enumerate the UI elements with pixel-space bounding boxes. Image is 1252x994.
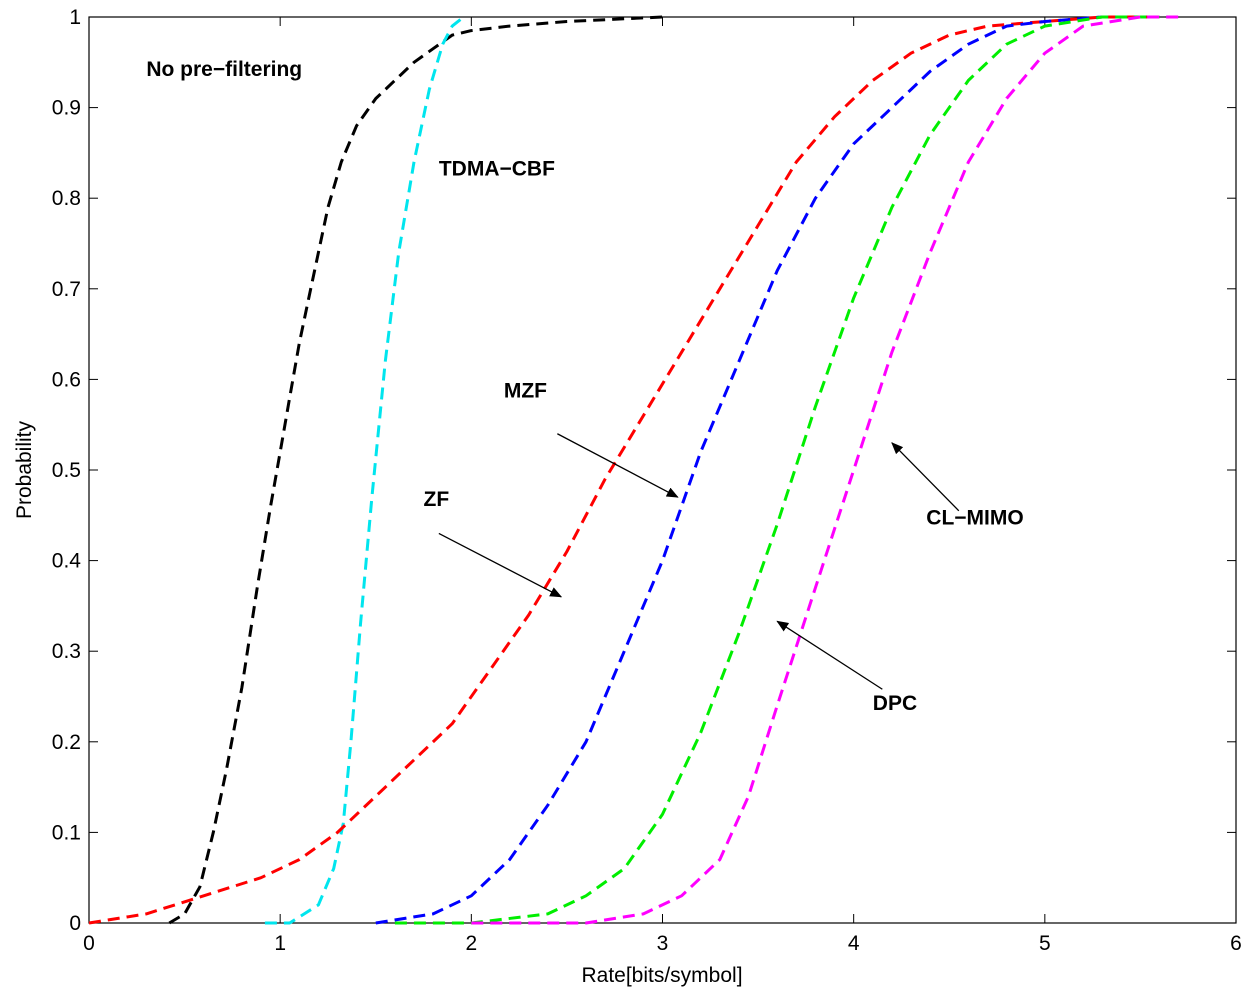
x-tick-label: 0 xyxy=(83,932,95,955)
y-tick-label: 0.9 xyxy=(52,97,81,120)
annotation-arrow xyxy=(557,433,679,498)
x-tick-label: 5 xyxy=(1039,932,1051,955)
y-tick-label: 0.1 xyxy=(52,821,81,844)
series-line-5 xyxy=(471,15,1179,925)
plot-area xyxy=(88,16,1237,924)
y-tick-label: 0.4 xyxy=(52,550,82,573)
annotation-label: No pre−filtering xyxy=(146,58,302,81)
y-axis-label: Probability xyxy=(13,420,36,519)
x-tick-label: 6 xyxy=(1230,932,1242,955)
series-line-0 xyxy=(168,15,663,925)
series-group xyxy=(88,15,1179,925)
y-tick-label: 0 xyxy=(69,912,81,935)
annotation-label: DPC xyxy=(873,692,917,715)
y-tick-label: 0.6 xyxy=(52,368,81,391)
series-line-3 xyxy=(375,15,1160,925)
x-tick-label: 3 xyxy=(657,932,669,955)
y-tick-label: 0.8 xyxy=(52,187,81,210)
annotation-arrow xyxy=(776,620,883,690)
series-line-1 xyxy=(264,15,465,925)
annotation-label: CL−MIMO xyxy=(926,506,1023,529)
annotation-label: MZF xyxy=(504,380,547,403)
y-tick-label: 0.2 xyxy=(52,731,81,754)
annotations-group: No pre−filtering TDMA−CBF MZF ZF CL−MIMO DPC xyxy=(146,58,1023,715)
x-tick-label: 2 xyxy=(465,932,477,955)
y-tick-label: 0.5 xyxy=(52,459,81,482)
x-axis-label: Rate[bits/symbol] xyxy=(581,964,742,987)
annotation-label: ZF xyxy=(424,488,450,511)
y-tick-label: 1 xyxy=(69,6,81,29)
series-line-2 xyxy=(88,15,1160,925)
annotation-arrow xyxy=(891,442,960,512)
annotation-arrow xyxy=(438,532,563,598)
x-tick-label: 1 xyxy=(274,932,286,955)
y-tick-label: 0.7 xyxy=(52,278,81,301)
x-tick-label: 4 xyxy=(848,932,860,955)
annotation-label: TDMA−CBF xyxy=(439,158,555,181)
series-line-4 xyxy=(394,15,1160,925)
y-tick-label: 0.3 xyxy=(52,640,81,663)
axis-ticks: 0 1 2 3 4 5 6 0 0.1 0.2 0.3 0.4 0.5 0.6 0.7 0.8 0.9 1 xyxy=(52,6,1242,955)
